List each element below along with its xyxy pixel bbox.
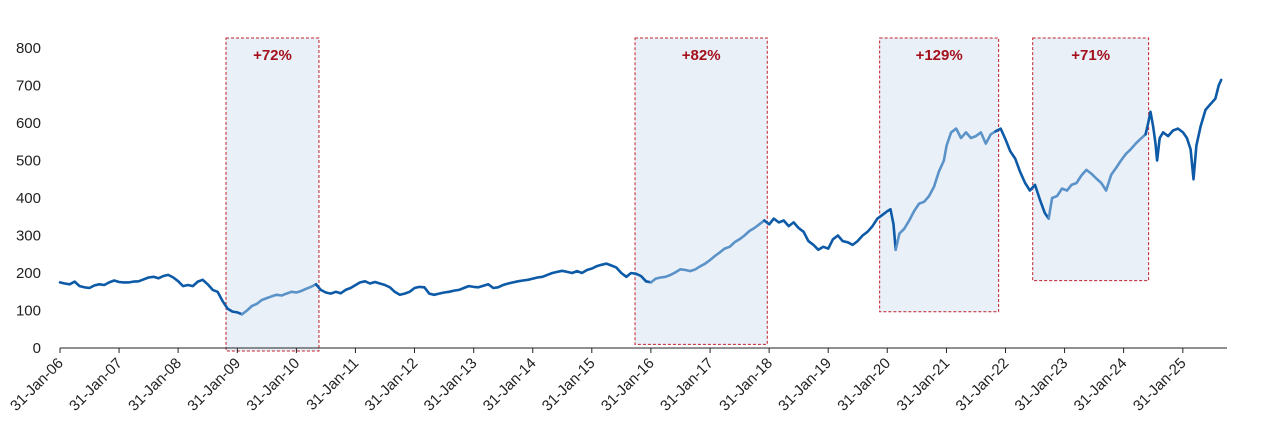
series-line-segment-6 (894, 127, 997, 252)
y-tick-label: 200 (16, 265, 41, 282)
series-line-segment-5 (763, 208, 897, 252)
x-tick-label: 31-Jan-15 (539, 355, 599, 415)
series-line-segment-2 (240, 283, 318, 316)
highlight-box-1 (225, 37, 320, 352)
x-tick-label: 31-Jan-25 (1130, 355, 1190, 415)
y-tick-label: 400 (16, 190, 41, 207)
series-line-segment-7 (994, 127, 1050, 220)
highlight-label-2: +82% (682, 47, 721, 64)
x-tick-label: 31-Jan-09 (184, 355, 244, 415)
highlight-box-4 (1032, 37, 1150, 282)
highlight-annotations: +72% +82% +129% +71% (253, 47, 1110, 64)
y-tick-label: 500 (16, 153, 41, 170)
highlight-label-1: +72% (253, 47, 292, 64)
series-line-segment-1 (58, 273, 244, 316)
series-line-segment-4 (649, 219, 766, 284)
x-tick-label: 31-Jan-18 (716, 355, 776, 415)
x-tick-label: 31-Jan-21 (893, 355, 953, 415)
series-lines (58, 78, 1223, 316)
x-tick-label: 31-Jan-11 (303, 355, 362, 414)
highlight-label-3: +129% (916, 47, 963, 64)
highlight-label-4: +71% (1071, 47, 1110, 64)
x-tick-label: 31-Jan-10 (243, 355, 303, 415)
x-tick-label: 31-Jan-19 (775, 355, 835, 415)
series-line-segment-8 (1047, 133, 1147, 220)
x-tick-label: 31-Jan-08 (125, 355, 185, 415)
y-tick-label: 0 (33, 340, 41, 357)
x-tick-label: 31-Jan-20 (834, 355, 894, 415)
y-tick-label: 700 (16, 78, 41, 95)
x-tick-label: 31-Jan-23 (1012, 355, 1072, 415)
x-tick-label: 31-Jan-13 (421, 355, 481, 415)
series-line-segment-9 (1144, 78, 1223, 181)
x-tick-label: 31-Jan-14 (480, 355, 540, 415)
y-tick-label: 100 (16, 303, 41, 320)
x-tick-label: 31-Jan-17 (657, 355, 717, 415)
x-tick-label: 31-Jan-12 (362, 355, 422, 415)
highlight-boxes (225, 37, 1150, 352)
y-tick-label: 600 (16, 115, 41, 132)
x-tick-label: 31-Jan-06 (7, 355, 67, 415)
highlight-box-2 (634, 37, 768, 345)
y-tick-label: 800 (16, 40, 41, 57)
x-tick-label: 31-Jan-16 (598, 355, 658, 415)
series-line-segment-3 (314, 262, 653, 297)
x-tick-label: 31-Jan-24 (1071, 355, 1131, 415)
y-tick-label: 300 (16, 228, 41, 245)
x-tick-label: 31-Jan-22 (953, 355, 1013, 415)
x-tick-label: 31-Jan-07 (66, 355, 126, 415)
